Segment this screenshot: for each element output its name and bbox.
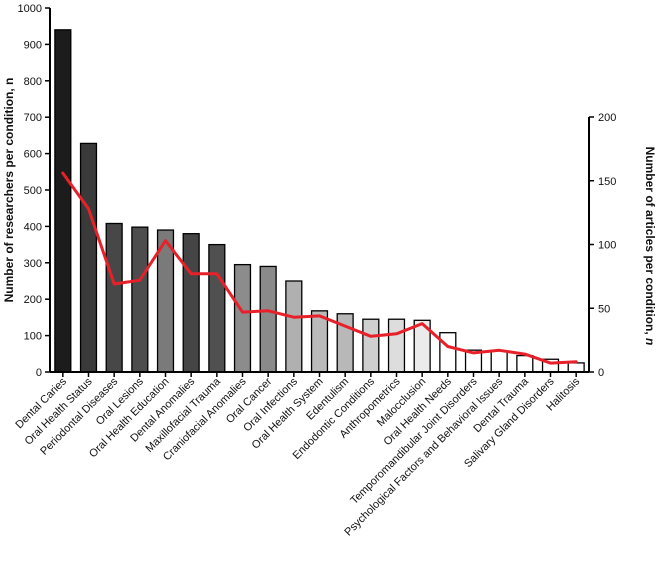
line-series: [61, 171, 578, 365]
left-tick-label: 1000: [18, 3, 42, 15]
bar: [387, 318, 406, 373]
bar-series: [54, 29, 585, 373]
left-tick-label: 700: [24, 112, 42, 124]
bar: [362, 318, 380, 373]
left-tick-label: 0: [36, 367, 42, 379]
bar: [259, 265, 277, 373]
bar: [439, 332, 457, 373]
right-tick-label: 0: [598, 367, 604, 379]
right-tick-label: 50: [598, 303, 610, 315]
bar: [105, 222, 123, 373]
left-tick-label: 300: [24, 258, 42, 270]
left-tick-label: 400: [24, 221, 42, 233]
bar: [516, 354, 534, 373]
left-tick-label: 600: [24, 149, 42, 161]
bar: [285, 280, 303, 373]
bar: [182, 233, 200, 373]
left-tick-label: 500: [24, 185, 42, 197]
bar: [490, 350, 508, 373]
right-axis-title: Number of articles per condition, n: [643, 147, 657, 346]
bar: [54, 29, 72, 373]
bar: [310, 310, 329, 373]
bar: [208, 243, 226, 373]
bar: [567, 362, 585, 373]
left-tick-label: 200: [24, 294, 42, 306]
left-axis-title: Number of researchers per condition, n: [2, 78, 16, 303]
right-y-axis: 0 50 100 150 200: [588, 112, 616, 379]
left-y-axis: 0 100 200 300 400 500 600 700 800 900 1000: [18, 3, 51, 379]
right-tick-label: 100: [598, 240, 616, 252]
bar: [79, 142, 98, 373]
right-tick-label: 150: [598, 176, 616, 188]
bar: [233, 263, 252, 373]
right-tick-label: 200: [598, 112, 616, 124]
left-tick-label: 800: [24, 76, 42, 88]
bar: [131, 226, 149, 373]
left-tick-label: 100: [24, 331, 42, 343]
left-tick-label: 900: [24, 39, 42, 51]
